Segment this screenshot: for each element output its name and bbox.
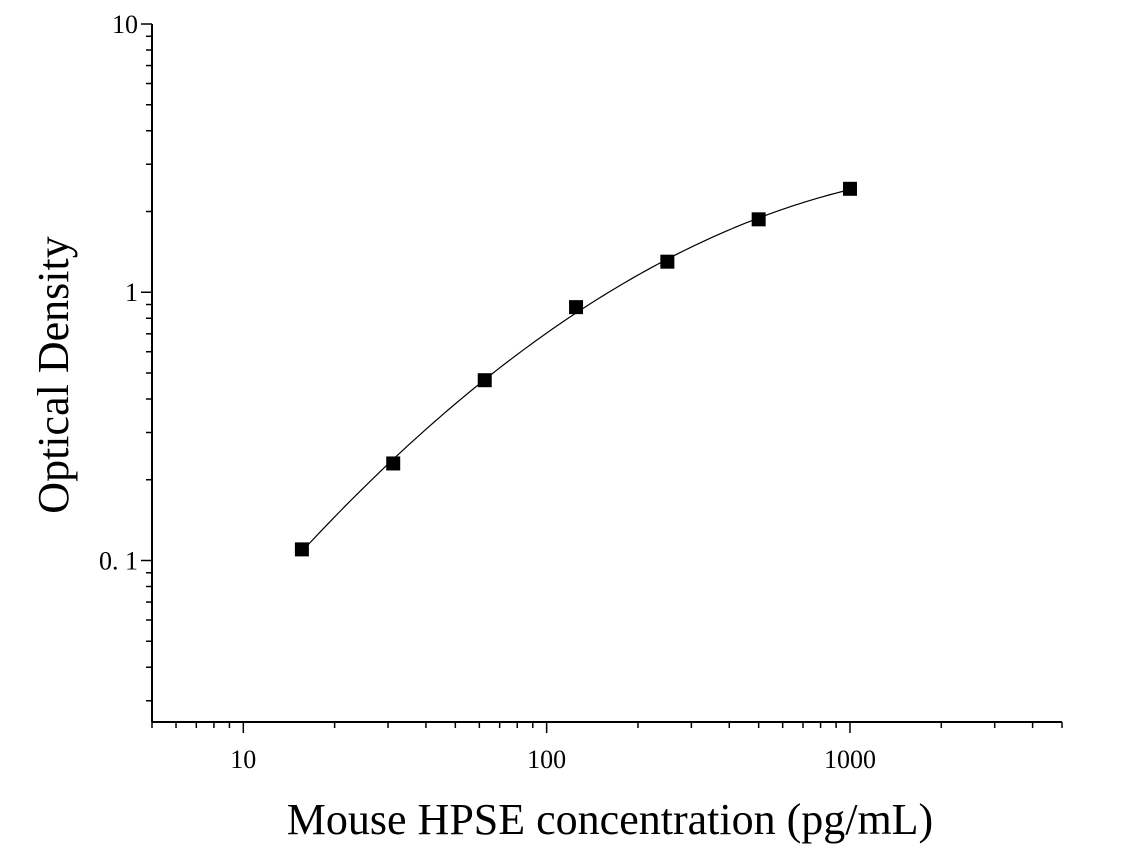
fit-curve	[301, 189, 851, 552]
x-tick-label: 10	[230, 745, 256, 774]
data-point	[386, 456, 401, 471]
data-point	[842, 181, 857, 196]
y-tick-label: 0. 1	[99, 546, 138, 575]
y-tick-label: 1	[125, 278, 138, 307]
fit-curve-layer	[301, 189, 851, 552]
data-point	[660, 254, 675, 269]
data-point	[477, 373, 492, 388]
x-axis-title: Mouse HPSE concentration (pg/mL)	[287, 795, 933, 844]
data-point	[751, 212, 766, 227]
y-axis-title: Optical Density	[29, 236, 78, 513]
data-point	[569, 300, 584, 315]
y-tick-label: 10	[112, 10, 138, 39]
data-points	[294, 181, 857, 557]
axes	[141, 23, 1063, 733]
x-tick-label: 100	[527, 745, 566, 774]
x-tick-label: 1000	[824, 745, 876, 774]
tick-labels: 10 100 1000 0. 1 1 10	[99, 10, 876, 774]
data-point	[294, 542, 309, 557]
